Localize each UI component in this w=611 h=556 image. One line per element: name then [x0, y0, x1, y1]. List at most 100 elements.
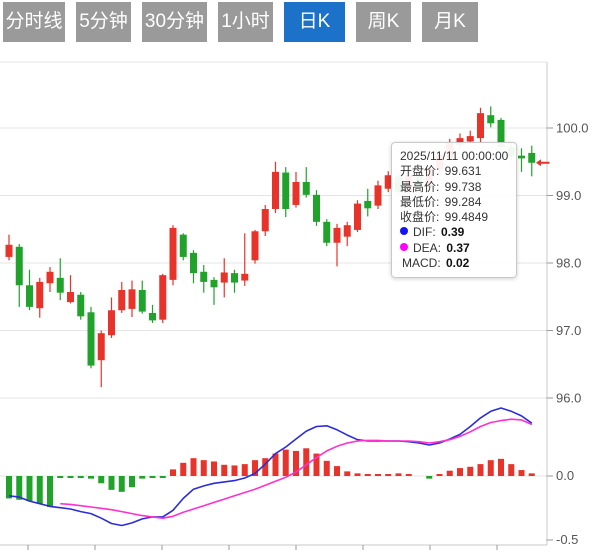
- candle-body: [77, 294, 85, 317]
- macd-hist-bar: [262, 458, 269, 476]
- macd-hist-bar: [98, 476, 105, 484]
- tab-interval-3[interactable]: 1小时: [218, 2, 273, 42]
- macd-hist-bar: [518, 470, 525, 476]
- candle-body: [108, 310, 115, 336]
- macd-hist-bar: [129, 476, 135, 488]
- macd-hist-bar: [67, 476, 74, 478]
- candle-body: [282, 172, 290, 209]
- price-tick-label: 98.0: [556, 256, 581, 271]
- dif-value: 0.39: [441, 225, 465, 240]
- candle-body: [15, 246, 23, 286]
- macd-hist-bar: [282, 449, 289, 476]
- macd-hist-bar: [211, 461, 217, 476]
- candle-body: [159, 275, 167, 320]
- candle-body: [323, 221, 331, 243]
- macd-hist-bar: [385, 474, 392, 476]
- interval-tabbar: 分时线 5分钟 30分钟 1小时 日K 周K 月K: [3, 2, 478, 42]
- price-tick-label: 96.0: [556, 391, 581, 406]
- tab-interval-2[interactable]: 30分钟: [142, 2, 207, 42]
- macd-hist-bar: [190, 458, 197, 476]
- macd-hist-bar: [395, 473, 402, 476]
- macd-hist-bar: [313, 453, 320, 476]
- candle-body: [46, 271, 54, 284]
- macd-hist-bar: [487, 460, 494, 476]
- candle-body: [128, 289, 136, 309]
- macd-tick-label: -0.5: [556, 532, 578, 547]
- tooltip-open-row: 开盘价: 99.631: [400, 164, 508, 179]
- price-tick-label: 99.0: [556, 188, 581, 203]
- macd-hist-bar: [508, 464, 515, 476]
- macd-hist-bar: [6, 476, 12, 499]
- macd-hist-bar: [159, 476, 166, 478]
- candle-body: [97, 333, 105, 361]
- macd-label: MACD:: [402, 256, 444, 271]
- tooltip-high-row: 最高价: 99.738: [400, 180, 508, 195]
- close-value: 99.4849: [444, 210, 489, 225]
- macd-hist-bar: [139, 476, 146, 479]
- macd-hist-bar: [57, 476, 64, 478]
- candle-body: [241, 273, 249, 281]
- macd-tick-label: 0.0: [556, 468, 574, 483]
- tooltip-close-row: 收盘价: 99.4849: [400, 210, 508, 225]
- candle-body: [261, 209, 269, 232]
- dif-label: DIF:: [413, 225, 439, 240]
- candle-body: [364, 200, 372, 209]
- ohlc-tooltip: 2025/11/11 00:00:00 开盘价: 99.631 最高价: 99.…: [391, 142, 518, 279]
- macd-hist-bar: [323, 460, 330, 476]
- candle-body: [138, 290, 146, 312]
- candle-body: [343, 225, 351, 237]
- tab-interval-6[interactable]: 月K: [422, 2, 478, 42]
- dea-label: DEA:: [413, 240, 445, 255]
- tooltip-dif-row: DIF: 0.39: [400, 225, 508, 240]
- candle-body: [169, 227, 177, 280]
- dea-dot-icon: [400, 242, 408, 251]
- macd-hist-bar: [498, 458, 504, 476]
- macd-hist-bar: [170, 469, 176, 476]
- candle-body: [354, 203, 361, 230]
- macd-hist-bar: [231, 465, 238, 476]
- macd-hist-bar: [118, 476, 125, 492]
- tooltip-datetime: 2025/11/11 00:00:00: [400, 149, 509, 163]
- tab-interval-4[interactable]: 日K: [284, 2, 345, 42]
- candle-body: [200, 271, 208, 282]
- macd-value: 0.02: [446, 256, 470, 271]
- candle-body: [456, 138, 464, 145]
- macd-hist-bar: [457, 468, 463, 476]
- macd-hist-bar: [36, 476, 43, 504]
- macd-hist-bar: [446, 470, 453, 476]
- candle-body: [333, 227, 341, 243]
- open-label: 开盘价:: [400, 164, 443, 179]
- candle-body: [231, 273, 238, 283]
- candle-body: [272, 171, 279, 209]
- tab-interval-0[interactable]: 分时线: [3, 2, 65, 42]
- last-price-arrow-icon: [536, 159, 541, 167]
- tab-interval-5[interactable]: 周K: [356, 2, 411, 42]
- candle-body: [302, 182, 310, 195]
- macd-hist-bar: [303, 448, 310, 476]
- high-label: 最高价:: [400, 179, 443, 194]
- macd-hist-bar: [344, 471, 351, 476]
- macd-hist-bar: [77, 476, 84, 478]
- candle-body: [67, 292, 74, 303]
- macd-hist-bar: [252, 460, 258, 476]
- macd-hist-bar: [405, 474, 412, 476]
- candle-body: [374, 185, 382, 206]
- macd-hist-bar: [108, 476, 115, 490]
- dea-line: [60, 418, 533, 519]
- macd-hist-bar: [221, 464, 228, 476]
- candle-body: [210, 279, 218, 288]
- candle-body: [477, 113, 484, 139]
- tab-interval-1[interactable]: 5分钟: [76, 2, 131, 42]
- candle-body: [36, 281, 44, 309]
- candle-body: [518, 155, 525, 159]
- candle-body: [118, 290, 126, 311]
- macd-hist-bar: [88, 476, 94, 479]
- dif-dot-icon: [400, 227, 408, 236]
- candle-body: [179, 234, 187, 257]
- open-value: 99.631: [444, 164, 482, 179]
- price-tick-label: 97.0: [556, 323, 581, 338]
- macd-hist-bar: [477, 464, 484, 476]
- macd-hist-bar: [272, 453, 279, 476]
- candle-body: [26, 285, 33, 307]
